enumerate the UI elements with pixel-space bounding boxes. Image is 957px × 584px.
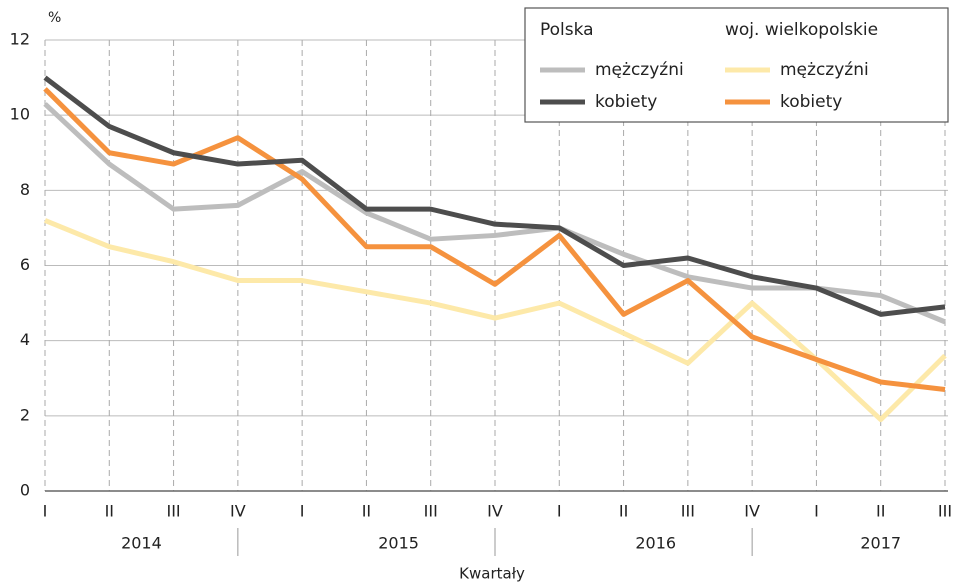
x-tick-label: II [105, 502, 114, 521]
series-line [44, 218, 947, 423]
y-tick-label: 12 [10, 30, 30, 49]
legend-label: kobiety [595, 92, 657, 112]
legend-label: mężczyźni [780, 60, 869, 80]
x-tick-label: IV [487, 502, 503, 521]
y-tick-label: 4 [20, 330, 30, 349]
x-tick-label: III [681, 502, 695, 521]
x-tick-label: I [557, 502, 562, 521]
series-line [43, 102, 946, 325]
x-tick-label: III [938, 502, 952, 521]
x-tick-label: II [619, 502, 628, 521]
y-tick-label: 2 [20, 405, 30, 424]
x-tick-label: IV [230, 502, 246, 521]
legend-label: mężczyźni [595, 60, 684, 80]
x-tick-label: II [362, 502, 371, 521]
x-axis-label: Kwartały [459, 565, 525, 583]
x-tick-label: I [814, 502, 819, 521]
x-tick-label: I [300, 502, 305, 521]
y-tick-label: 8 [20, 180, 30, 199]
y-tick-label: 6 [20, 255, 30, 274]
x-tick-label: III [166, 502, 180, 521]
legend-group-title: woj. wielkopolskie [725, 20, 878, 40]
y-axis-label: % [48, 10, 61, 26]
x-tick-label: II [876, 502, 885, 521]
x-tick-label: IV [744, 502, 760, 521]
series-line [43, 75, 946, 317]
year-label: 2014 [121, 534, 162, 553]
x-tick-label: I [43, 502, 48, 521]
year-label: 2015 [378, 534, 419, 553]
y-tick-label: 0 [20, 481, 30, 500]
y-tick-label: 10 [10, 105, 30, 124]
year-label: 2017 [860, 534, 901, 553]
year-label: 2016 [635, 534, 676, 553]
legend-group-title: Polska [540, 20, 594, 40]
legend-label: kobiety [780, 92, 842, 112]
x-tick-label: III [424, 502, 438, 521]
